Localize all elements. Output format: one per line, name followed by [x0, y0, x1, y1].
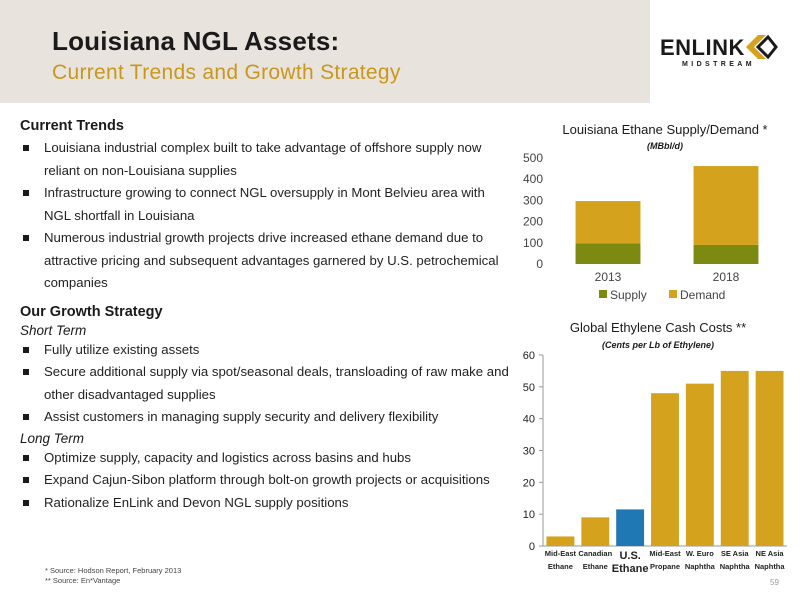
x-tick-label-line: Naphtha [685, 562, 716, 571]
y-tick-label: 0 [536, 257, 543, 271]
slide-title: Louisiana NGL Assets: [52, 26, 340, 56]
chart-subtitle: (MBbl/d) [647, 141, 683, 151]
x-tick-label-line: Ethane [548, 562, 573, 571]
y-tick-label: 50 [523, 382, 535, 394]
x-tick-label-line: Naphtha [720, 562, 751, 571]
x-tick-label-line: Propane [650, 562, 680, 571]
x-tick-label-line: Ethane [583, 562, 608, 571]
x-tick-label: NE Asia Naphtha [755, 549, 786, 571]
legend-label: Demand [680, 288, 725, 302]
logo-subtext: MIDSTREAM [682, 61, 755, 68]
enlink-logo: ENLINK MIDSTREAM [660, 33, 778, 75]
y-tick-label: 200 [523, 215, 543, 229]
bar-supply [693, 244, 759, 264]
x-tick-label: Mid-East Ethane [545, 549, 577, 571]
bar [581, 517, 610, 546]
title-banner [0, 0, 650, 103]
y-tick-label: 60 [523, 350, 535, 362]
x-tick-label-line: Mid-East [545, 549, 577, 558]
y-tick-label: 30 [523, 446, 535, 458]
bar [685, 383, 714, 546]
ethylene-cash-costs-chart: Global Ethylene Cash Costs ** (Cents per … [523, 320, 787, 575]
long-term-label: Long Term [20, 430, 85, 446]
y-tick-label: 400 [523, 172, 543, 186]
short-term-list: Fully utilize existing assets Secure add… [20, 339, 515, 429]
bar [755, 370, 784, 546]
list-item: Assist customers in managing supply secu… [20, 406, 515, 429]
x-tick-label: Canadian Ethane [578, 549, 612, 571]
x-tick-label: U.S. Ethane [612, 550, 649, 575]
chart-subtitle: (Cents per Lb of Ethylene) [602, 340, 714, 350]
legend-swatch [599, 290, 607, 298]
x-tick-label-line: SE Asia [721, 549, 749, 558]
legend-swatch [669, 290, 677, 298]
x-tick-label: SE Asia Naphtha [720, 549, 751, 571]
legend-label: Supply [610, 288, 647, 302]
y-tick-label: 20 [523, 477, 535, 489]
page-number: 59 [770, 578, 779, 587]
y-tick-label: 100 [523, 236, 543, 250]
list-item: Expand Cajun-Sibon platform through bolt… [20, 469, 515, 492]
bar [720, 370, 749, 546]
bar-supply [575, 243, 641, 264]
y-tick-label: 10 [523, 509, 535, 521]
list-item: Infrastructure growing to connect NGL ov… [20, 182, 515, 227]
bar-demand [575, 201, 641, 244]
x-tick-label: 2013 [595, 270, 622, 284]
x-tick-label-line: Ethane [612, 563, 649, 575]
x-tick-label-line: NE Asia [756, 549, 785, 558]
list-item: Optimize supply, capacity and logistics … [20, 447, 515, 470]
y-tick-label: 500 [523, 151, 543, 165]
long-term-list: Optimize supply, capacity and logistics … [20, 447, 515, 515]
list-item: Rationalize EnLink and Devon NGL supply … [20, 492, 515, 515]
y-tick-label: 0 [529, 541, 535, 553]
list-item: Secure additional supply via spot/season… [20, 361, 515, 406]
bar [546, 536, 575, 546]
list-item: Fully utilize existing assets [20, 339, 515, 362]
x-tick-label-line: W. Euro [686, 549, 714, 558]
bar [616, 509, 645, 546]
list-item: Numerous industrial growth projects driv… [20, 227, 515, 295]
footnotes: * Source: Hodson Report, February 2013 *… [45, 566, 181, 586]
list-item: Louisiana industrial complex built to ta… [20, 137, 515, 182]
x-tick-label-line: U.S. [619, 550, 640, 562]
chart-title: Global Ethylene Cash Costs ** [570, 320, 746, 335]
footnote: ** Source: En*Vantage [45, 576, 121, 585]
ethane-supply-demand-chart: Louisiana Ethane Supply/Demand * (MBbl/d)… [523, 122, 768, 302]
chart-title: Louisiana Ethane Supply/Demand * [562, 122, 767, 137]
x-tick-label-line: Canadian [578, 549, 612, 558]
y-tick-label: 300 [523, 193, 543, 207]
x-tick-label: Mid-East Propane [649, 549, 681, 571]
footnote: * Source: Hodson Report, February 2013 [45, 566, 182, 575]
growth-strategy-heading: Our Growth Strategy [20, 303, 163, 320]
x-tick-label: W. Euro Naphtha [685, 549, 716, 571]
y-tick-label: 40 [523, 414, 535, 426]
short-term-label: Short Term [20, 322, 87, 338]
text-column: Current Trends Louisiana industrial comp… [20, 118, 515, 514]
bar-demand [693, 166, 759, 245]
x-tick-label-line: Mid-East [649, 549, 681, 558]
current-trends-list: Louisiana industrial complex built to ta… [20, 137, 515, 295]
logo-text: ENLINK [660, 35, 745, 60]
slide-subtitle: Current Trends and Growth Strategy [52, 61, 401, 84]
x-tick-label: 2018 [713, 270, 740, 284]
x-tick-label-line: Naphtha [755, 562, 786, 571]
bar [651, 393, 679, 546]
current-trends-heading: Current Trends [20, 118, 124, 134]
enlink-arrow-icon [746, 34, 778, 60]
